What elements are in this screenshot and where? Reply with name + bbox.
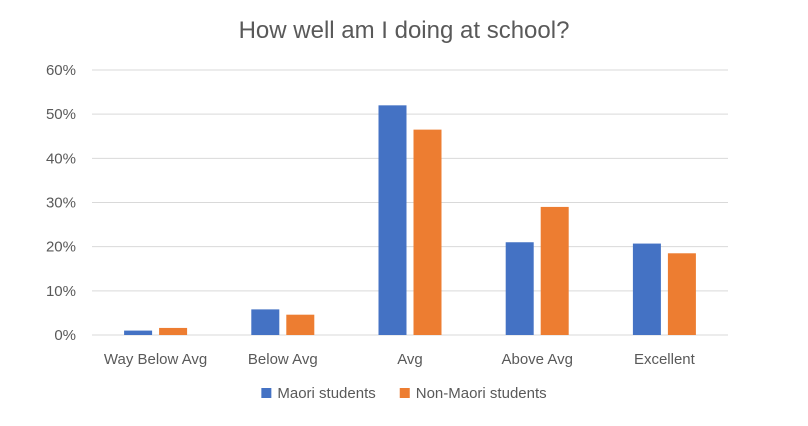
bar xyxy=(505,242,534,335)
y-tick-label: 60% xyxy=(46,62,76,79)
bar xyxy=(286,314,315,335)
bars xyxy=(124,105,696,335)
y-tick-label: 30% xyxy=(46,195,76,212)
legend-swatch xyxy=(399,388,410,398)
x-tick-label: Below Avg xyxy=(248,351,318,368)
x-tick-label: Avg xyxy=(397,351,423,368)
x-tick-label: Excellent xyxy=(634,351,696,368)
y-tick-label: 40% xyxy=(46,150,76,167)
x-tick-label: Way Below Avg xyxy=(104,351,207,368)
legend-label: Maori students xyxy=(277,385,375,402)
bar xyxy=(251,309,280,335)
y-axis-ticks: 0% 10% 20% 30% 40% 50% 60% xyxy=(46,62,76,344)
y-tick-label: 0% xyxy=(54,327,76,344)
chart-title: How well am I doing at school? xyxy=(239,17,570,44)
y-tick-label: 50% xyxy=(46,106,76,123)
bar xyxy=(413,129,442,335)
legend-label: Non-Maori students xyxy=(416,385,547,402)
y-tick-label: 20% xyxy=(46,239,76,256)
bar xyxy=(124,330,153,335)
bar xyxy=(378,105,407,335)
gridlines xyxy=(92,69,728,336)
legend-item: Non-Maori students xyxy=(399,385,547,402)
x-tick-label: Above Avg xyxy=(501,351,572,368)
y-tick-label: 10% xyxy=(46,283,76,300)
bar xyxy=(540,206,569,335)
bar xyxy=(667,253,696,335)
legend-swatch xyxy=(261,388,272,398)
legend: Maori students Non-Maori students xyxy=(261,385,547,402)
x-axis-ticks: Way Below Avg Below Avg Avg Above Avg Excell… xyxy=(104,351,696,368)
bar xyxy=(632,243,661,335)
bar xyxy=(159,327,188,335)
legend-item: Maori students xyxy=(261,385,376,402)
